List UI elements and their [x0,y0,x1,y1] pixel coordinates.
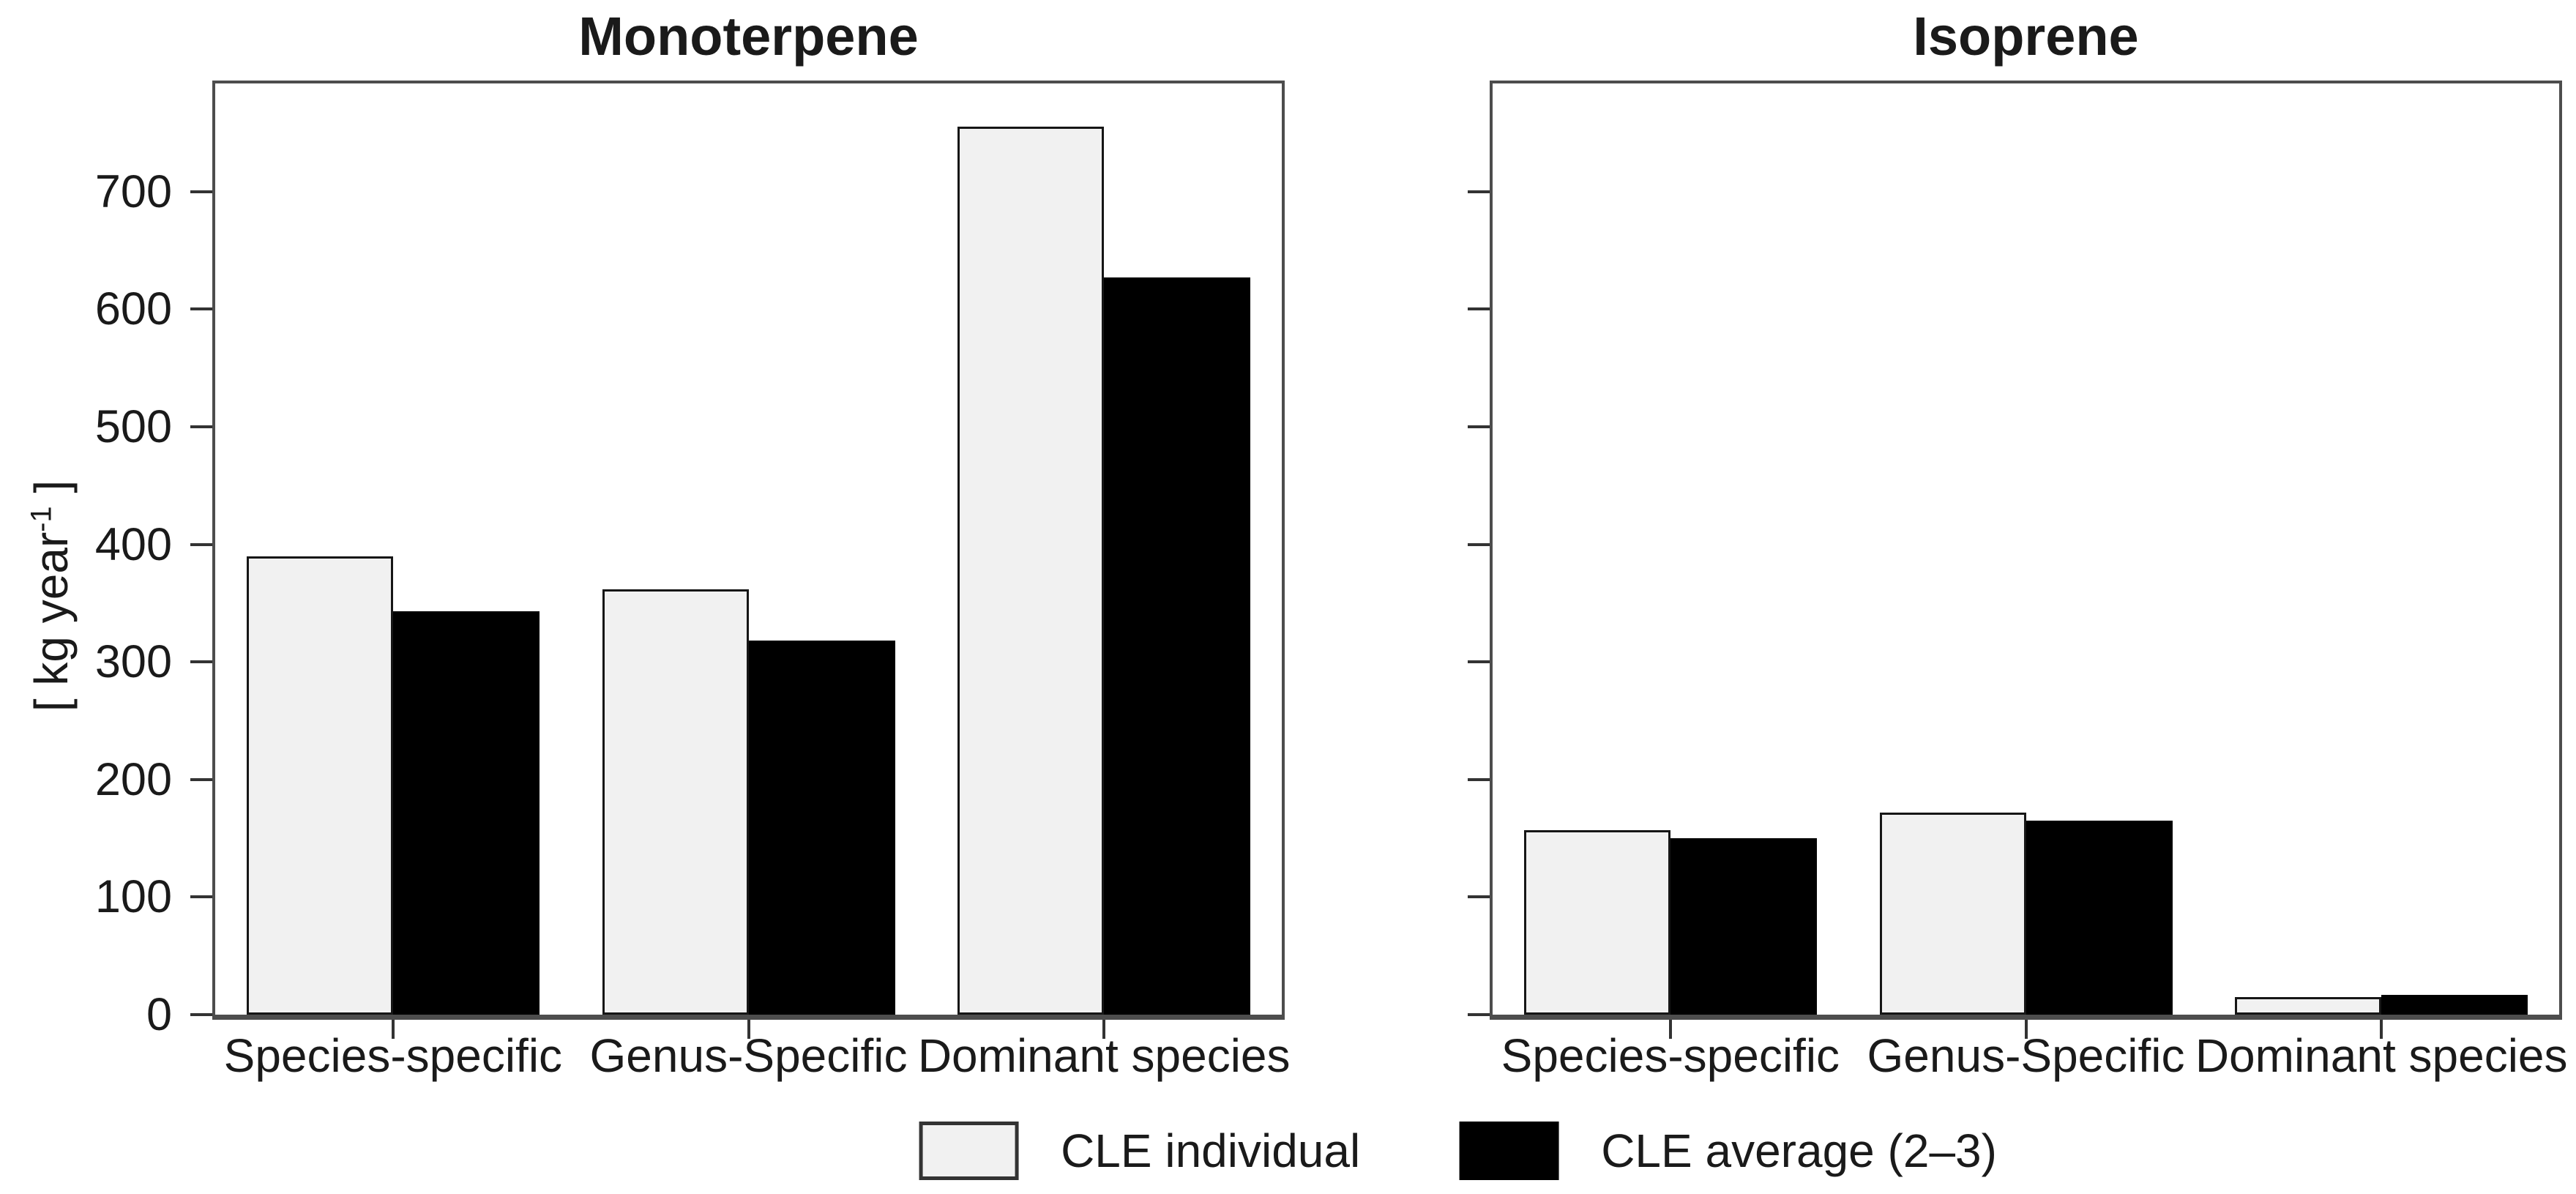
legend-label-cle-average: CLE average (2–3) [1601,1124,1997,1177]
chart-title-monoterpene: Monoterpene [578,6,919,67]
bar-cle-average [2026,821,2173,1015]
bar-cle-individual [1523,830,1670,1015]
bar-cle-individual [602,589,749,1015]
y-tick-label: 100 [94,871,172,923]
y-tick-mark [1468,895,1490,899]
bar-cle-individual [1879,813,2026,1015]
y-tick-mark [1468,190,1490,193]
legend: CLE individual CLE average (2–3) [919,1122,1997,1180]
y-tick-mark [190,895,212,899]
x-axis-label: Genus-Specific [1867,1029,2185,1082]
y-tick-label: 0 [146,989,172,1040]
y-axis-title-suffix: ] [25,480,78,507]
chart-isoprene: Isoprene Species-specific Genus-Specific D… [1468,7,2568,1081]
legend-label-cle-individual: CLE individual [1061,1124,1361,1177]
x-tick-mark [1102,1020,1106,1039]
x-axis-label: Species-specific [223,1029,563,1082]
bar-cle-average [1670,838,1817,1015]
x-axis-label: Species-specific [1501,1029,1840,1082]
bar-cle-average [748,641,895,1015]
plot-area-monoterpene [212,81,1285,1020]
y-tick-mark [190,425,212,428]
y-tick-mark [190,777,212,781]
x-tick-mark [747,1020,750,1039]
x-tick-mark [2024,1020,2028,1039]
bar-cle-average [2381,995,2528,1015]
x-axis-label: Genus-Specific [589,1029,908,1082]
y-tick-mark [1468,660,1490,664]
bar-cle-individual [2235,997,2382,1015]
x-tick-mark [1668,1020,1672,1039]
x-axis-label: Dominant species [917,1029,1291,1082]
y-tick-mark [1468,307,1490,311]
y-tick-label: 500 [94,400,172,452]
legend-item-cle-individual: CLE individual [919,1122,1360,1180]
y-tick-mark [190,1013,212,1016]
bar-cle-individual [246,556,393,1015]
legend-swatch-cle-individual [919,1122,1019,1180]
bar-cle-individual [957,127,1105,1015]
legend-swatch-cle-average [1459,1122,1559,1180]
bar-cle-average [1104,277,1251,1015]
y-tick-label: 200 [94,753,172,805]
x-tick-mark [391,1020,395,1039]
x-tick-mark [2380,1020,2383,1039]
chart-monoterpene: Monoterpene Species-specific Genus-Specif… [95,7,1291,1082]
y-tick-mark [1468,425,1490,428]
y-tick-mark [190,307,212,311]
y-tick-label: 400 [94,518,172,570]
y-tick-mark [190,542,212,546]
y-tick-mark [1468,542,1490,546]
y-tick-mark [1468,1013,1490,1016]
y-tick-label: 600 [94,283,172,335]
y-tick-label: 700 [94,165,172,217]
plot-area-isoprene [1490,81,2562,1020]
y-tick-label: 300 [94,636,172,688]
chart-title-isoprene: Isoprene [1913,6,2139,67]
bar-cle-average [392,611,540,1015]
y-tick-mark [190,190,212,193]
y-tick-mark [1468,777,1490,781]
y-tick-mark [190,660,212,664]
legend-item-cle-average: CLE average (2–3) [1459,1122,1997,1180]
x-axis-label: Dominant species [2195,1029,2568,1082]
